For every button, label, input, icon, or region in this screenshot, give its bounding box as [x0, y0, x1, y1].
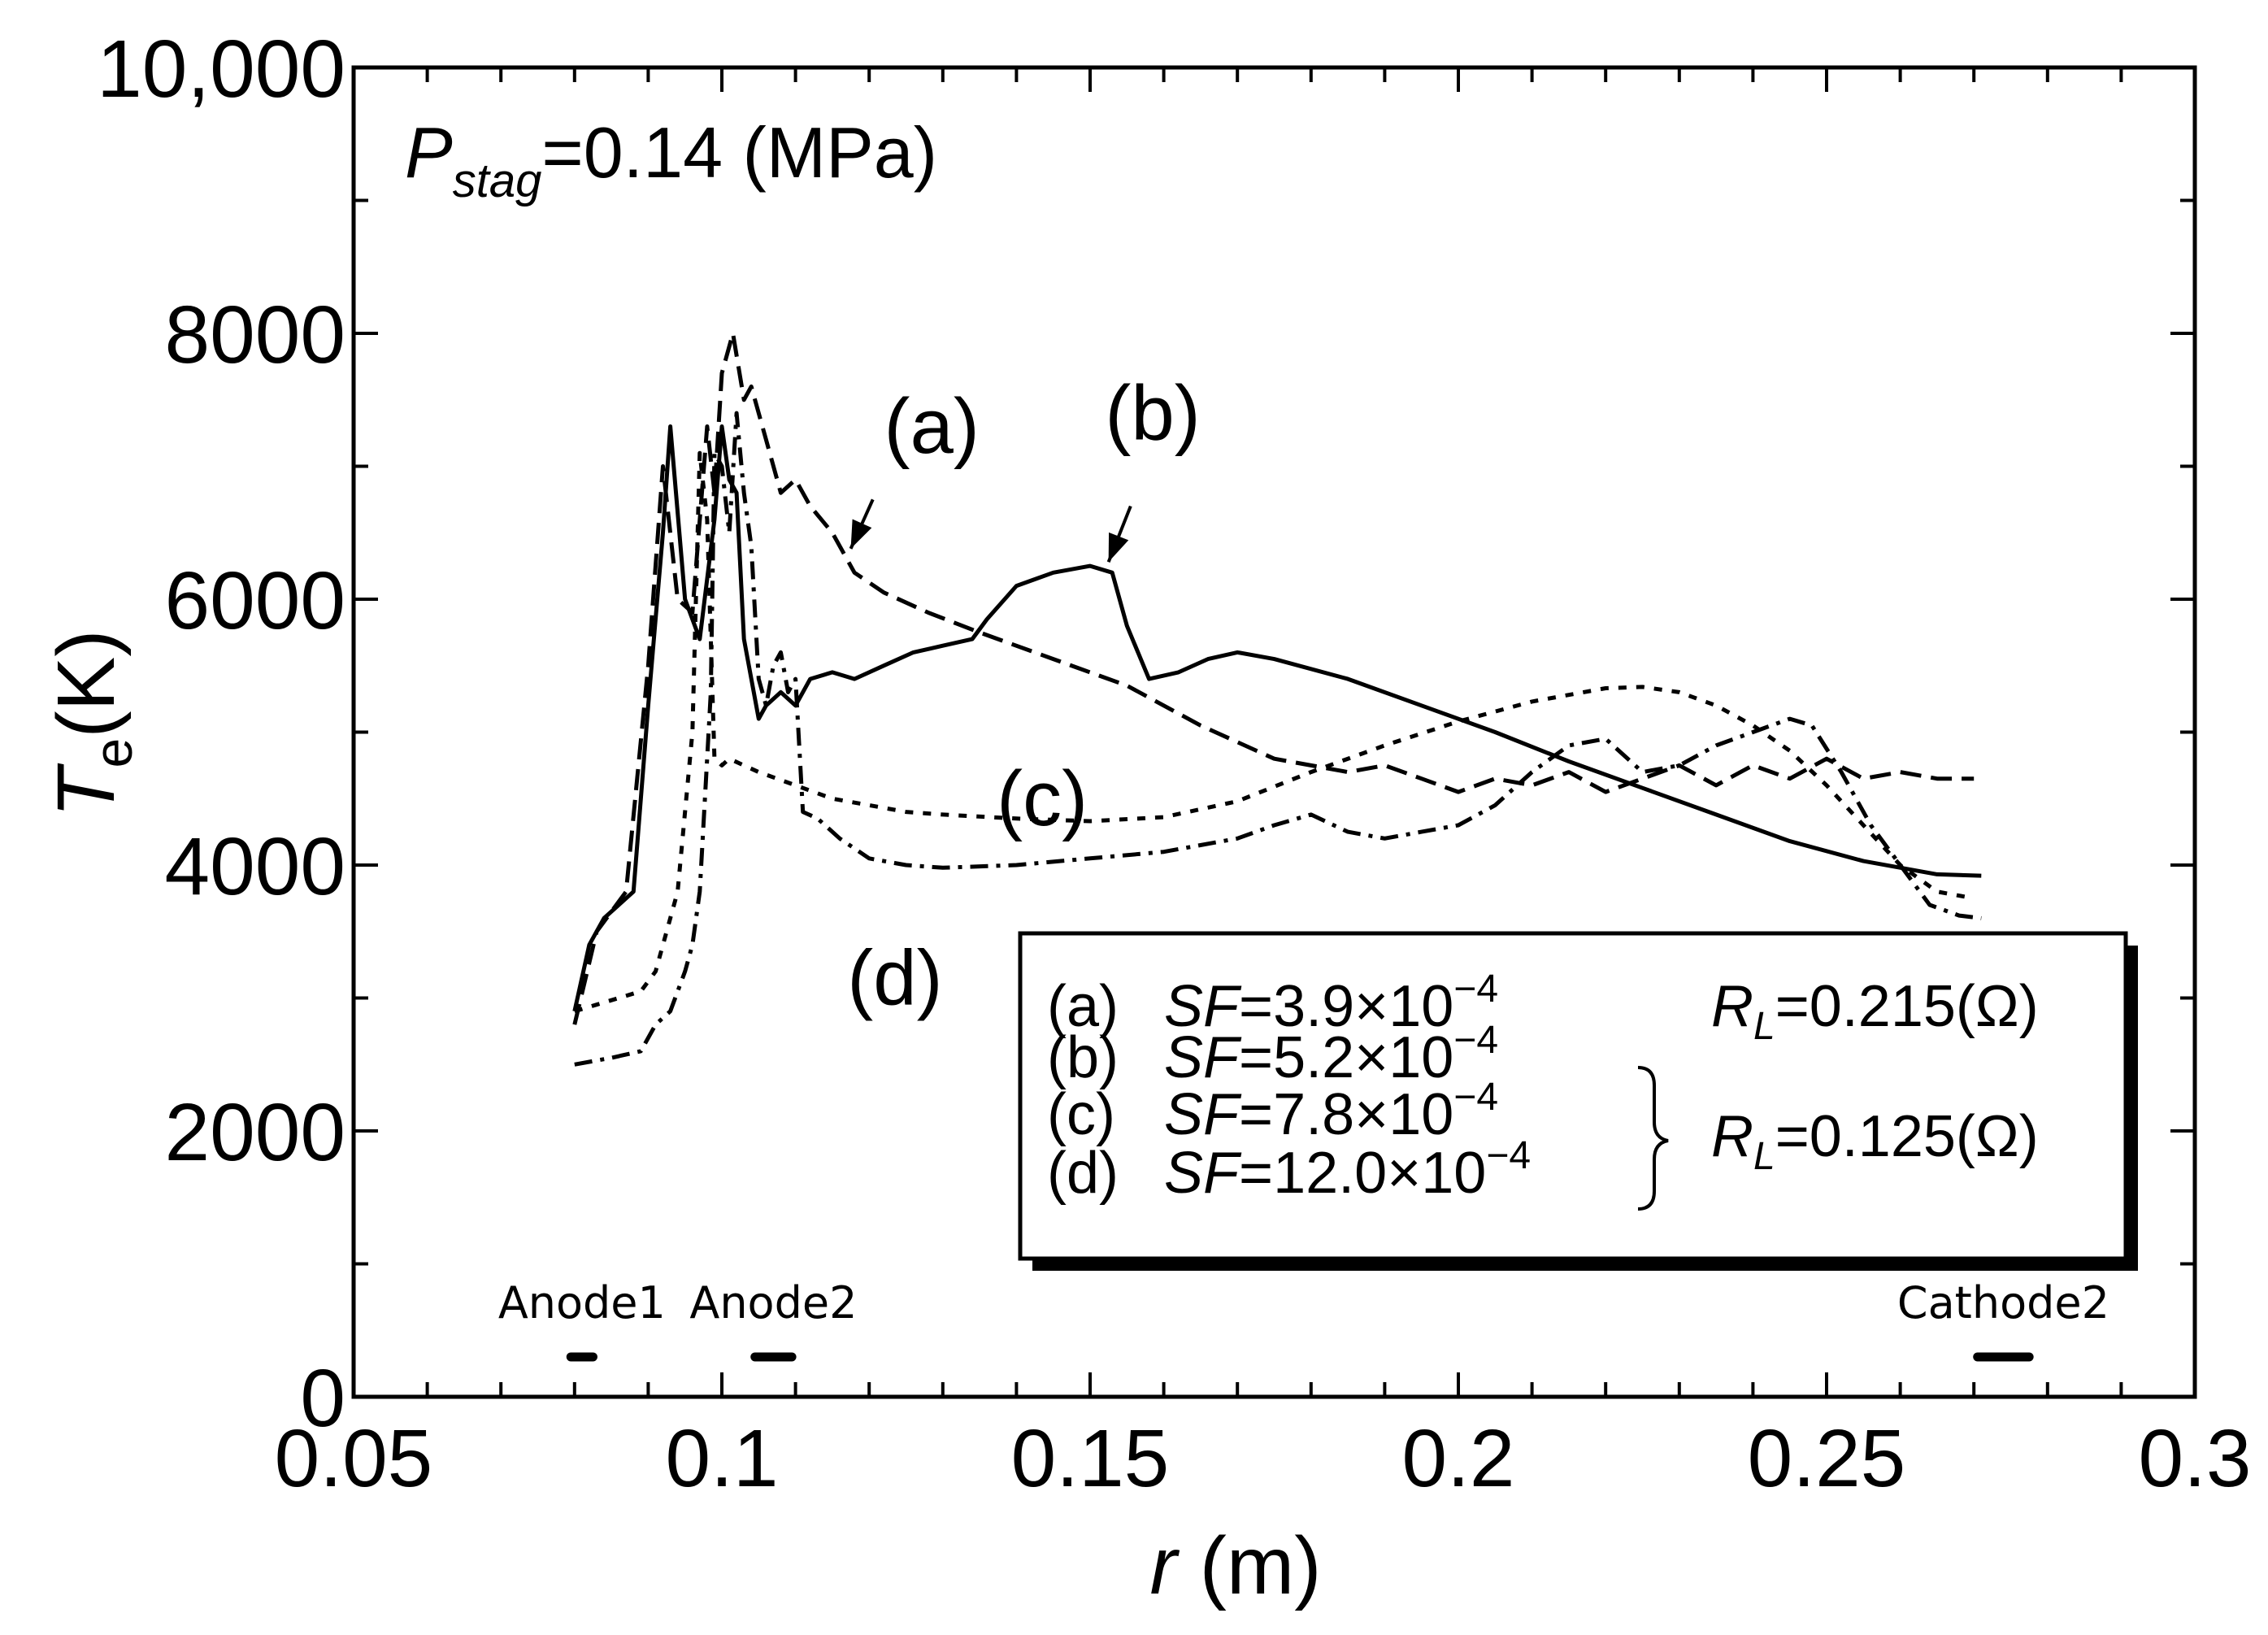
- legend-entry-value: =12.0×10: [1239, 1141, 1486, 1206]
- x-tick-label: 0.15: [1011, 1413, 1170, 1504]
- series-line-c: [574, 450, 1975, 1014]
- annotation-symbol: P: [405, 112, 453, 193]
- series-line-d: [574, 411, 1982, 1067]
- legend-rl-a-symbol: R: [1711, 974, 1753, 1039]
- legend-entry-symbol: SF: [1164, 974, 1242, 1039]
- x-tick-label: 0.25: [1748, 1413, 1906, 1504]
- y-tick-label: 0: [300, 1353, 345, 1444]
- legend-entry-id: (d): [1047, 1141, 1119, 1206]
- curve-label: (a): [884, 383, 980, 470]
- legend-entry-exponent: −4: [1453, 1019, 1498, 1062]
- y-axis-subscript: e: [83, 738, 143, 768]
- curve-label: (b): [1105, 370, 1200, 457]
- x-tick-label: 0.2: [1401, 1413, 1514, 1504]
- legend-box: [1018, 931, 2128, 1261]
- arrow-head: [850, 519, 872, 549]
- x-axis-unit: (m): [1177, 1520, 1322, 1611]
- electrodes: Anode1 Anode2 Cathode2: [498, 1277, 2109, 1362]
- legend-entry-exponent: −4: [1453, 968, 1498, 1011]
- y-tick-label: 2000: [165, 1087, 345, 1178]
- y-tick-label: 10,000: [97, 24, 345, 115]
- x-axis-title: r (m): [1150, 1520, 1322, 1611]
- curve-label: (d): [847, 935, 942, 1022]
- legend-entry-symbol: SF: [1164, 1082, 1242, 1147]
- legend-rl-bcd-value: =0.125(Ω): [1775, 1104, 2039, 1169]
- legend: (a) SF=3.9×10−4(b) SF=5.2×10−4(c) SF=7.8×10…: [1018, 931, 2138, 1271]
- series-line-a: [572, 331, 1975, 1025]
- annotation-subscript: stag: [453, 154, 542, 207]
- tick-labels: 0.05 0.1 0.15 0.2 0.25 0.3 0 2000 4000 6000 8000 10…: [97, 24, 2251, 1504]
- legend-rl-a-subscript: L: [1753, 1005, 1775, 1048]
- x-tick-label: 0.3: [2138, 1413, 2251, 1504]
- legend-entry-id: (c): [1047, 1082, 1115, 1147]
- legend-rl-a-value: =0.215(Ω): [1775, 974, 2039, 1039]
- legend-entry-symbol: SF: [1164, 1025, 1242, 1090]
- electrode-label: Anode1: [498, 1277, 666, 1328]
- axis-ticks: [352, 66, 2196, 1398]
- legend-entry-exponent: −4: [1453, 1076, 1498, 1119]
- y-axis-unit: (K): [41, 629, 132, 737]
- legend-rl-bcd: RL=0.125(Ω): [1711, 1104, 2039, 1178]
- plot-frame: [351, 65, 2197, 1399]
- pressure-annotation: Pstag=0.14 (MPa): [405, 112, 937, 207]
- x-tick-label: 0.1: [665, 1413, 778, 1504]
- y-tick-label: 6000: [165, 555, 345, 646]
- y-axis-title: Te(K): [41, 629, 143, 817]
- arrow-head: [1108, 532, 1129, 563]
- legend-rl-bcd-subscript: L: [1753, 1135, 1775, 1178]
- legend-entries: (a) SF=3.9×10−4(b) SF=5.2×10−4(c) SF=7.8×10…: [1047, 968, 1531, 1206]
- y-axis-symbol: T: [41, 763, 132, 818]
- annotation-value: =0.14 (MPa): [541, 112, 937, 193]
- legend-rl-bcd-symbol: R: [1711, 1104, 1753, 1169]
- legend-entry: (c) SF=7.8×10−4: [1047, 1076, 1498, 1147]
- electrode-label: Anode2: [689, 1277, 857, 1328]
- y-tick-label: 4000: [165, 821, 345, 912]
- legend-entry-id: (b): [1047, 1025, 1119, 1090]
- legend-entry: (a) SF=3.9×10−4: [1047, 968, 1498, 1039]
- legend-entry-value: =7.8×10: [1239, 1082, 1453, 1147]
- series-layer: [572, 331, 1982, 1067]
- legend-entry-value: =3.9×10: [1239, 974, 1453, 1039]
- curve-arrows: [849, 498, 1132, 563]
- curve-labels: (a) (b) (c) (d): [847, 370, 1200, 1022]
- legend-brace: [1637, 1066, 1669, 1211]
- legend-entry: (d) SF=12.0×10−4: [1047, 1134, 1531, 1206]
- y-tick-label: 8000: [165, 289, 345, 380]
- legend-entry-exponent: −4: [1486, 1134, 1531, 1177]
- electrode-label: Cathode2: [1897, 1277, 2109, 1328]
- legend-entry-id: (a): [1047, 974, 1119, 1039]
- curve-label: (c): [997, 755, 1088, 842]
- legend-entry-symbol: SF: [1164, 1141, 1242, 1206]
- x-tick-label: 0.05: [275, 1413, 433, 1504]
- legend-rl-a: RL=0.215(Ω): [1711, 974, 2039, 1048]
- x-axis-symbol: r: [1150, 1520, 1180, 1611]
- legend-entry-value: =5.2×10: [1239, 1025, 1453, 1090]
- series-line-b: [572, 424, 1982, 1012]
- legend-entry: (b) SF=5.2×10−4: [1047, 1019, 1498, 1090]
